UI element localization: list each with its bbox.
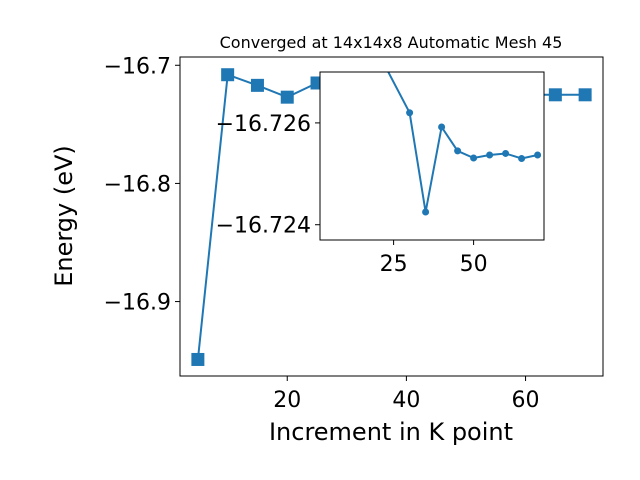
inset-data-point xyxy=(518,155,526,163)
main-data-point xyxy=(280,90,294,104)
inset-series-line xyxy=(387,72,538,213)
inset-data-point xyxy=(470,154,478,162)
inset-y-tick-label: −16.724 xyxy=(216,214,311,239)
inset-data-point xyxy=(406,109,414,117)
y-axis-title: Energy (eV) xyxy=(50,145,78,287)
inset-y-tick-label: −16.726 xyxy=(216,112,311,137)
main-data-point xyxy=(191,352,205,366)
main-x-tick-label: 60 xyxy=(512,388,540,413)
main-y-tick-label: −16.8 xyxy=(104,172,171,197)
chart-title: Converged at 14x14x8 Automatic Mesh 45 xyxy=(220,33,563,52)
inset-plot: 25 50 −16.726 −16.724 xyxy=(216,71,545,277)
inset-x-tick-label: 50 xyxy=(460,252,488,277)
inset-data-point xyxy=(422,208,430,216)
main-y-tick-label: −16.7 xyxy=(104,54,171,79)
main-x-tick-label: 20 xyxy=(273,388,301,413)
main-y-tick-label: −16.9 xyxy=(104,291,171,316)
inset-data-point xyxy=(502,149,510,157)
main-data-point xyxy=(250,78,264,92)
inset-data-point xyxy=(534,151,542,159)
x-axis-title: Increment in K point xyxy=(269,418,513,446)
inset-data-point xyxy=(454,147,462,155)
inset-plot-frame xyxy=(319,71,545,241)
inset-data-point xyxy=(486,151,494,159)
inset-x-tick-label: 25 xyxy=(380,252,408,277)
main-data-point xyxy=(548,88,562,102)
main-x-tick-label: 40 xyxy=(392,388,420,413)
main-data-point xyxy=(221,68,235,82)
inset-data-point xyxy=(438,123,446,131)
main-plot-frame xyxy=(179,56,604,377)
main-data-point xyxy=(578,88,592,102)
